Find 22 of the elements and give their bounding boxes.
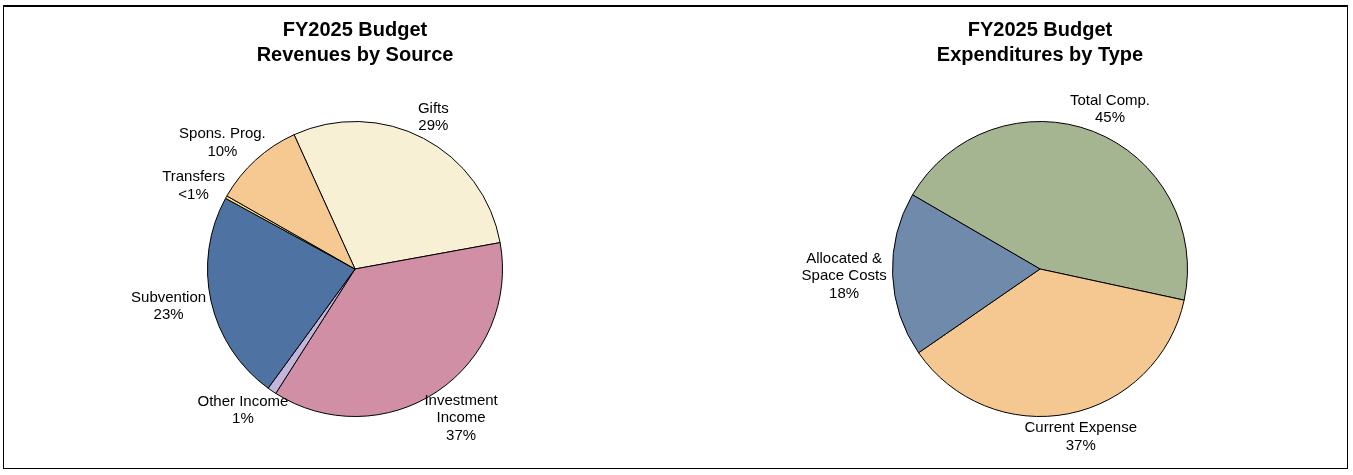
slice-label: Transfers bbox=[162, 167, 225, 185]
data-label: <1% bbox=[178, 184, 209, 202]
data-label: 23% bbox=[153, 305, 184, 323]
slice-label: Current Expense bbox=[1024, 418, 1138, 436]
slice-label: Other Income bbox=[197, 391, 289, 409]
slice-label: Gifts bbox=[417, 98, 449, 116]
chart-title: FY2025 Budget bbox=[282, 17, 428, 40]
slice-label: Allocated & Space Costs bbox=[801, 248, 887, 284]
chart-title: FY2025 Budget bbox=[967, 17, 1113, 40]
slice-label: Spons. Prog. bbox=[179, 124, 266, 142]
chart-subtitle: Revenues by Source bbox=[256, 42, 454, 65]
data-label: 1% bbox=[232, 409, 254, 427]
data-label: 37% bbox=[1065, 435, 1096, 453]
data-label: 10% bbox=[207, 141, 238, 159]
data-label: 29% bbox=[418, 116, 449, 134]
slice-label: Total Comp. bbox=[1069, 90, 1150, 108]
chart-subtitle: Expenditures by Type bbox=[936, 42, 1144, 65]
data-label: 37% bbox=[446, 425, 477, 443]
data-label: 18% bbox=[829, 283, 860, 301]
data-label: 45% bbox=[1094, 108, 1125, 126]
slice-label: Subvention bbox=[131, 287, 207, 305]
slice-label: Investment Income bbox=[424, 390, 499, 426]
